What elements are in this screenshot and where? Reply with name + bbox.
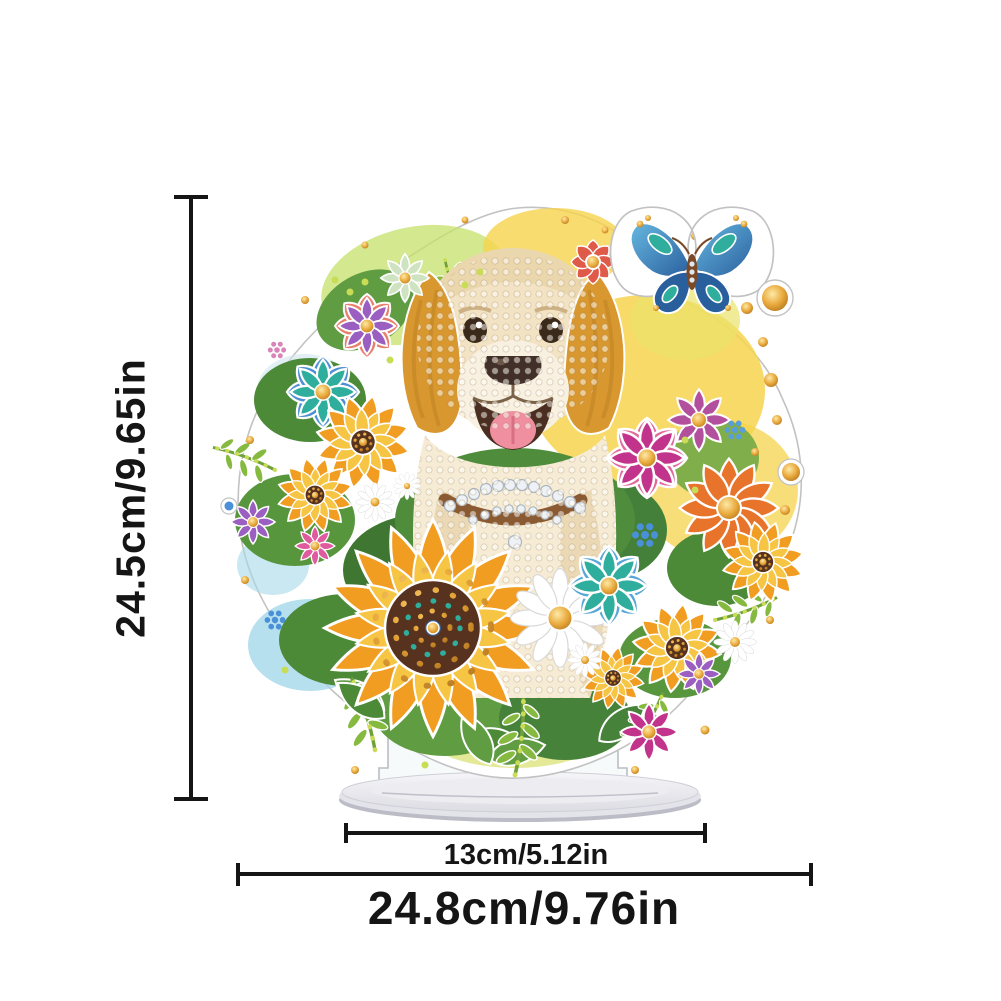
base-dim-label: 13cm/5.12in [443, 839, 609, 871]
flower-magenta-bottom-right [620, 703, 677, 760]
base-dim-cap-left [344, 823, 348, 843]
base-dim-line [346, 831, 705, 835]
flower-white-green [381, 254, 429, 302]
flower-wreath [231, 240, 814, 772]
flower-pink-right [607, 418, 687, 498]
total-dim-cap-left [236, 863, 240, 886]
diamond-painting-artwork [204, 206, 814, 778]
sunflower-large [324, 519, 541, 772]
bead-cluster-pink [270, 343, 283, 356]
flower-magenta-upper-right [668, 389, 730, 451]
base-dim-cap-right [703, 823, 707, 843]
flower-blue-bottom [569, 546, 649, 626]
height-dim-label: 24.5cm/9.65in [107, 358, 154, 638]
flower-purple-small [231, 500, 275, 544]
satellite-beads [220, 279, 805, 515]
total-dim-label: 24.8cm/9.76in [367, 882, 681, 934]
total-dim-line [238, 872, 812, 876]
height-dim-line [189, 197, 193, 799]
flower-purple-bottom-right [678, 653, 720, 695]
height-dim-cap-bottom [174, 797, 208, 801]
height-dim-cap-top [174, 195, 208, 199]
flower-coral-purple [335, 294, 399, 358]
butterfly [609, 206, 775, 315]
total-dim-cap-right [809, 863, 813, 886]
acrylic-base [339, 771, 701, 822]
flower-pink-small [295, 526, 335, 566]
